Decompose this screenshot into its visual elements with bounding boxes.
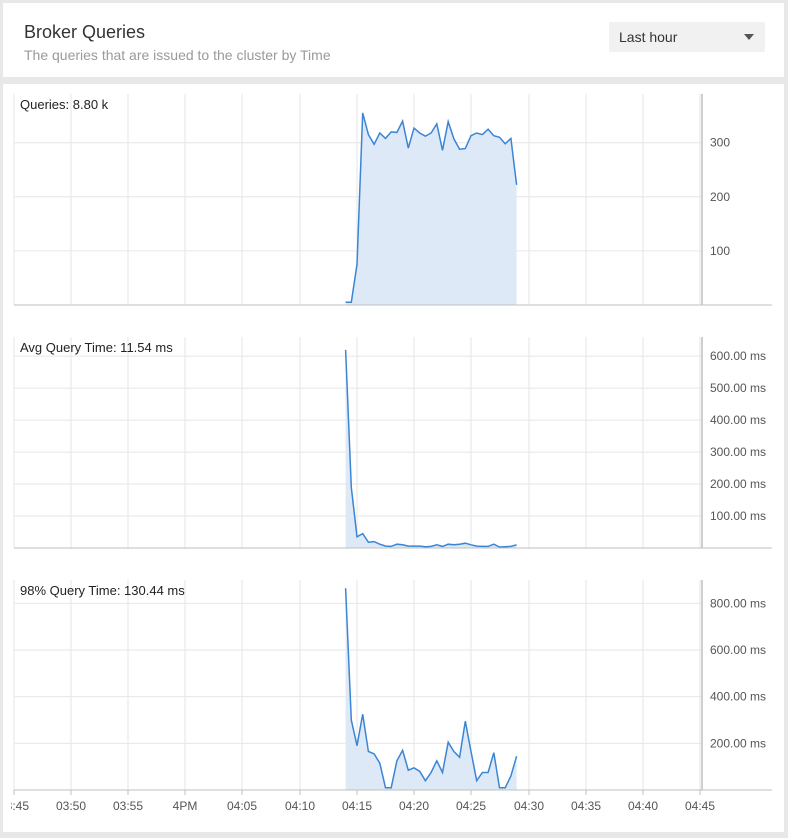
x-tick-label: 04:45 — [685, 799, 715, 813]
y-tick-label: 300.00 ms — [710, 445, 766, 459]
y-tick-label: 600.00 ms — [710, 349, 766, 363]
x-tick-label: 04:35 — [571, 799, 601, 813]
y-tick-label: 100.00 ms — [710, 509, 766, 523]
y-tick-label: 100 — [710, 244, 730, 258]
y-tick-label: 300 — [710, 136, 730, 150]
chart-title: Queries: 8.80 k — [20, 97, 109, 112]
charts-card: 100 200 300 Queries: 8.80 k 100.00 ms 200.00 … — [3, 84, 784, 832]
y-tick-label: 200 — [710, 190, 730, 204]
x-tick-label: 4PM — [173, 799, 198, 813]
series-area — [345, 588, 517, 790]
y-tick-label: 500.00 ms — [710, 381, 766, 395]
series-line — [344, 349, 517, 548]
charts-svg: 100 200 300 Queries: 8.80 k 100.00 ms 200.00 … — [3, 94, 772, 813]
x-tick-label: 04:15 — [342, 799, 372, 813]
time-range-select[interactable]: Last hour — [609, 22, 765, 52]
header-card: Broker Queries The queries that are issu… — [3, 3, 784, 77]
series-line — [345, 112, 518, 304]
chart-title: 98% Query Time: 130.44 ms — [20, 583, 185, 598]
x-tick-label: 04:10 — [285, 799, 315, 813]
x-tick-label: 03:55 — [113, 799, 143, 813]
x-tick-label: 03:50 — [56, 799, 86, 813]
caret-down-icon — [744, 34, 754, 40]
series-area — [345, 112, 517, 306]
x-tick-label: 03:45 — [3, 799, 29, 813]
y-tick-label: 400.00 ms — [710, 413, 766, 427]
x-tick-label: 04:30 — [514, 799, 544, 813]
x-tick-label: 04:25 — [456, 799, 486, 813]
series-area — [345, 349, 517, 548]
time-range-value: Last hour — [619, 29, 678, 45]
y-tick-label: 400.00 ms — [710, 690, 766, 704]
y-tick-label: 200.00 ms — [710, 736, 766, 750]
y-tick-label: 800.00 ms — [710, 596, 766, 610]
chart-title: Avg Query Time: 11.54 ms — [20, 340, 173, 355]
x-tick-label: 04:20 — [399, 799, 429, 813]
y-tick-label: 600.00 ms — [710, 643, 766, 657]
series-line — [344, 588, 518, 789]
y-tick-label: 200.00 ms — [710, 477, 766, 491]
page-subtitle: The queries that are issued to the clust… — [24, 47, 331, 63]
page-title: Broker Queries — [24, 22, 146, 42]
x-tick-label: 04:05 — [227, 799, 257, 813]
x-tick-label: 04:40 — [628, 799, 658, 813]
